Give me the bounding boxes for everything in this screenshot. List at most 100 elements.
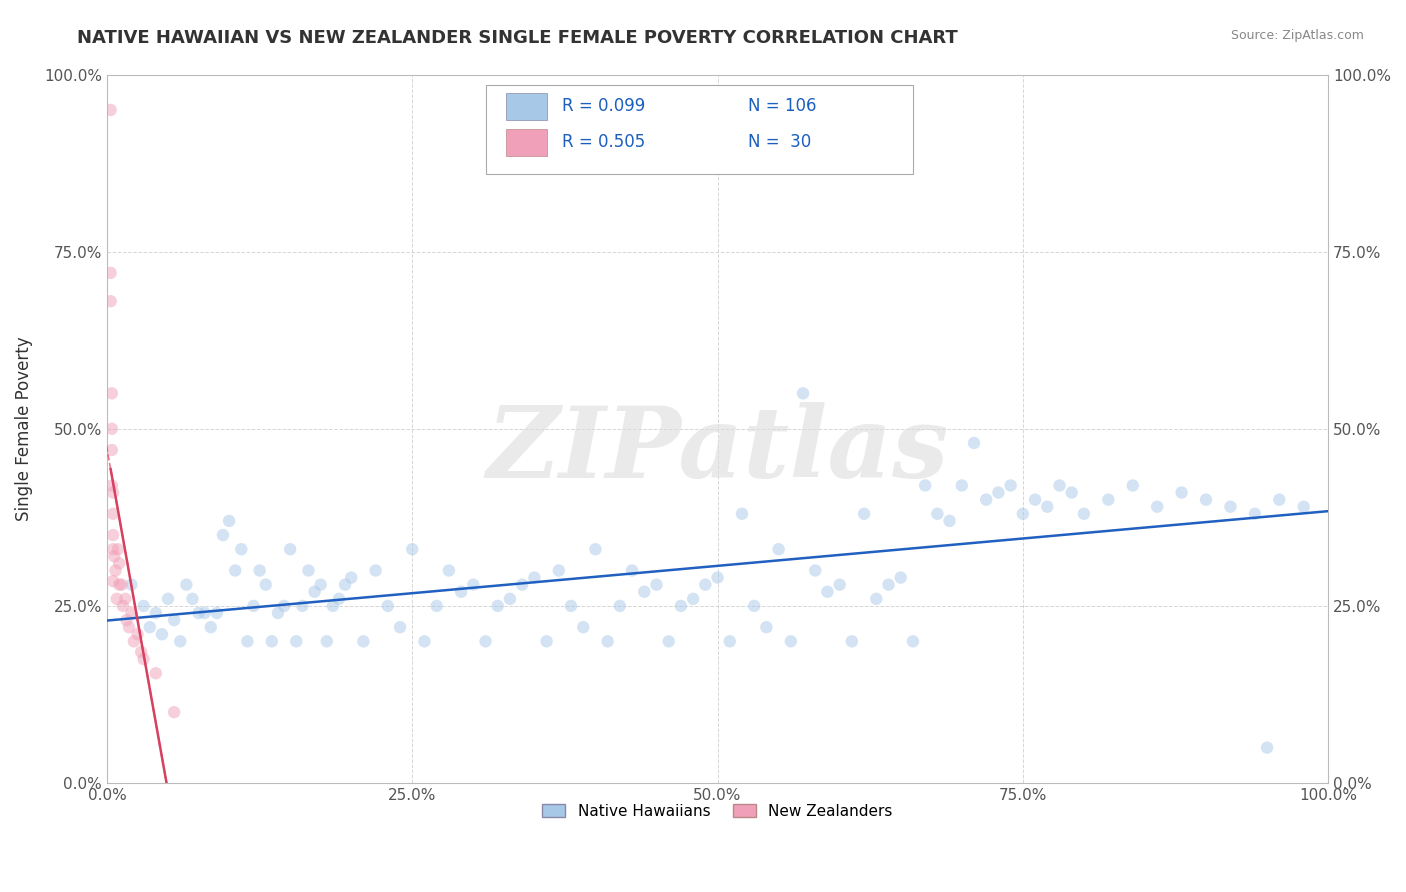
Point [841,634,863,648]
Point [523,570,546,584]
Point [987,485,1010,500]
Point [695,577,717,591]
Point [426,599,449,613]
Point [1011,507,1033,521]
Point [122,634,145,648]
Point [1024,492,1046,507]
Point [105,591,128,606]
Point [150,627,173,641]
Point [828,577,851,591]
Point [101,507,124,521]
Point [205,606,228,620]
Point [181,591,204,606]
Point [718,634,741,648]
Point [1060,485,1083,500]
FancyBboxPatch shape [485,85,912,174]
Point [100,294,122,309]
Point [817,584,839,599]
Point [437,564,460,578]
Point [163,613,186,627]
Point [731,507,754,521]
Point [101,443,124,458]
Point [118,620,141,634]
Point [304,584,326,599]
Point [267,606,290,620]
Point [1049,478,1071,492]
Point [499,591,522,606]
Point [169,634,191,648]
Y-axis label: Single Female Poverty: Single Female Poverty [15,336,32,521]
Point [706,570,728,584]
Point [596,634,619,648]
Point [901,634,924,648]
Point [510,577,533,591]
Point [963,436,986,450]
Point [132,599,155,613]
Point [101,485,124,500]
Point [413,634,436,648]
Point [779,634,801,648]
Point [157,591,180,606]
Point [927,507,949,521]
Point [309,577,332,591]
Point [120,606,142,620]
Point [101,422,124,436]
Text: NATIVE HAWAIIAN VS NEW ZEALANDER SINGLE FEMALE POVERTY CORRELATION CHART: NATIVE HAWAIIAN VS NEW ZEALANDER SINGLE … [77,29,957,46]
Point [1073,507,1095,521]
Point [273,599,295,613]
Point [114,591,136,606]
Point [633,584,655,599]
Point [877,577,900,591]
Point [536,634,558,648]
FancyBboxPatch shape [506,93,547,120]
Point [129,645,152,659]
Point [254,577,277,591]
Point [145,666,167,681]
Point [682,591,704,606]
Point [100,103,122,117]
Point [364,564,387,578]
Point [742,599,765,613]
Text: R = 0.099: R = 0.099 [562,97,645,115]
Point [108,557,131,571]
Point [163,705,186,719]
Point [804,564,827,578]
Point [242,599,264,613]
Point [115,613,138,627]
Point [1097,492,1119,507]
Point [1170,485,1192,500]
Point [755,620,778,634]
Point [101,528,124,542]
Legend: Native Hawaiians, New Zealanders: Native Hawaiians, New Zealanders [536,797,898,825]
Point [658,634,681,648]
Point [547,564,569,578]
Text: N = 106: N = 106 [748,97,817,115]
Point [1036,500,1059,514]
Point [377,599,399,613]
Point [108,577,131,591]
Point [572,620,595,634]
Point [285,634,308,648]
Point [560,599,582,613]
Point [1146,500,1168,514]
Point [389,620,412,634]
Point [340,570,363,584]
Point [938,514,960,528]
Point [1195,492,1218,507]
Point [328,591,350,606]
Point [890,570,912,584]
Point [865,591,887,606]
Point [297,564,319,578]
Point [101,574,124,588]
Point [486,599,509,613]
Point [138,620,160,634]
Point [609,599,631,613]
Point [111,599,134,613]
Point [218,514,240,528]
Point [853,507,876,521]
FancyBboxPatch shape [506,128,547,155]
Point [111,577,134,591]
Point [621,564,644,578]
Point [212,528,235,542]
Point [132,652,155,666]
